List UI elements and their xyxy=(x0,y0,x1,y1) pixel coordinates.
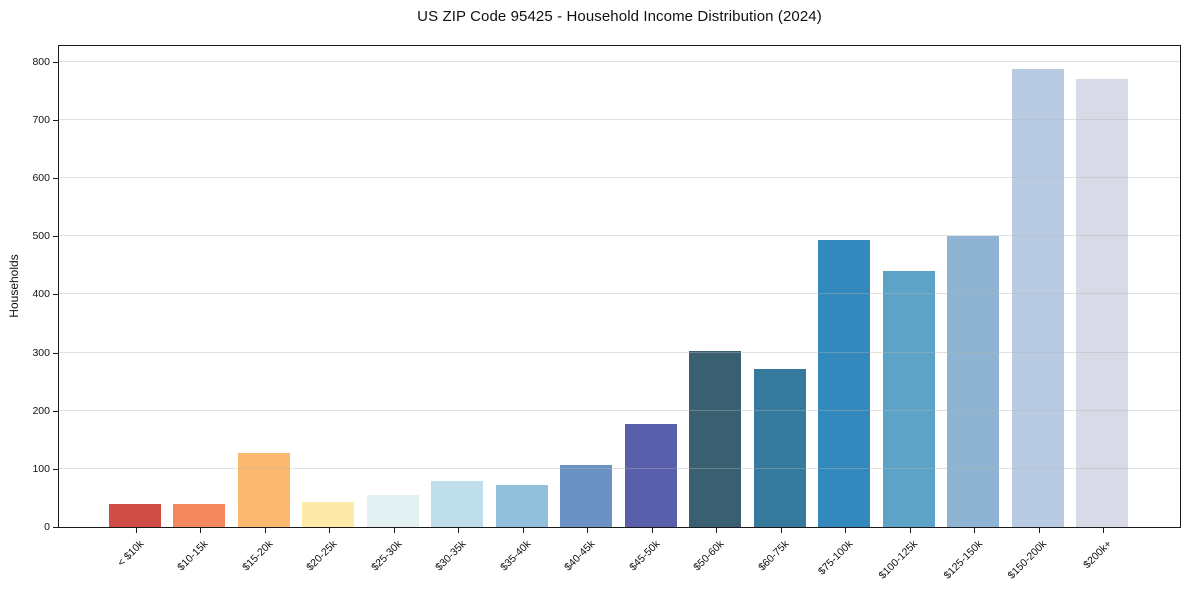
gridline-y-800 xyxy=(59,60,1180,62)
bar-$30-35k xyxy=(431,481,484,527)
y-tick-mark xyxy=(53,527,58,528)
x-tick-label-< $10k: < $10k xyxy=(115,538,147,569)
x-tick-label-$25-30k: $25-30k xyxy=(368,538,405,574)
gridline-y-600 xyxy=(59,177,1180,179)
bar-$15-20k xyxy=(237,452,290,527)
x-tick-mark xyxy=(329,528,331,533)
x-tick-label-$75-100k: $75-100k xyxy=(816,538,856,578)
x-tick-label-$60-75k: $60-75k xyxy=(755,538,792,574)
gridline-y-700 xyxy=(59,118,1180,120)
bar-$25-30k xyxy=(366,495,419,527)
x-tick-label-$35-40k: $35-40k xyxy=(497,538,534,574)
x-tick-label-$30-35k: $30-35k xyxy=(433,538,469,574)
bar-$100-125k xyxy=(882,270,935,527)
x-tick-label-$150-200k: $150-200k xyxy=(1005,538,1050,582)
bar-$35-40k xyxy=(495,485,548,527)
gridline-y-300 xyxy=(59,351,1180,353)
x-tick-mark xyxy=(1103,528,1105,533)
y-tick-label-100: 100 xyxy=(32,462,50,475)
y-tick-mark xyxy=(53,178,58,180)
x-tick-mark xyxy=(587,528,589,533)
x-tick-label-$200k+: $200k+ xyxy=(1080,538,1114,572)
y-tick-mark xyxy=(53,352,58,354)
gridline-y-400 xyxy=(59,293,1180,295)
x-tick-mark xyxy=(522,528,524,533)
bar-< $10k xyxy=(108,503,161,527)
x-tick-mark xyxy=(909,528,911,533)
y-tick-mark xyxy=(53,236,58,238)
x-tick-mark xyxy=(1038,528,1040,533)
gridline-y-200 xyxy=(59,409,1180,411)
x-tick-label-$50-60k: $50-60k xyxy=(691,538,727,574)
bar-$10-15k xyxy=(173,503,226,527)
x-tick-mark xyxy=(780,528,782,533)
x-tick-mark xyxy=(135,528,137,533)
y-tick-mark xyxy=(53,410,58,412)
y-tick-label-500: 500 xyxy=(32,230,50,243)
x-tick-mark xyxy=(845,528,847,533)
y-tick-label-200: 200 xyxy=(32,404,50,417)
x-tick-mark xyxy=(974,528,976,533)
y-axis-label: Households xyxy=(7,254,21,318)
y-tick-label-600: 600 xyxy=(32,172,50,185)
y-tick-label-0: 0 xyxy=(44,521,50,533)
y-tick-label-400: 400 xyxy=(32,288,50,301)
x-tick-label-$125-150k: $125-150k xyxy=(941,538,985,582)
x-tick-mark xyxy=(651,528,653,533)
x-tick-label-$20-25k: $20-25k xyxy=(304,538,340,574)
bar-$60-75k xyxy=(753,369,806,527)
y-tick-label-700: 700 xyxy=(32,113,50,126)
x-tick-mark xyxy=(716,528,718,533)
bar-$40-45k xyxy=(560,464,613,527)
bar-$150-200k xyxy=(1011,68,1064,527)
y-tick-mark xyxy=(53,468,58,470)
x-tick-mark xyxy=(264,528,266,533)
bar-$45-50k xyxy=(624,424,677,527)
y-tick-mark xyxy=(53,294,58,296)
plot-area xyxy=(58,45,1181,528)
x-tick-label-$10-15k: $10-15k xyxy=(175,538,211,574)
y-tick-mark xyxy=(53,119,58,121)
x-tick-label-$40-45k: $40-45k xyxy=(562,538,598,574)
chart-title: US ZIP Code 95425 - Household Income Dis… xyxy=(417,8,822,25)
x-tick-label-$15-20k: $15-20k xyxy=(239,538,276,574)
bar-$75-100k xyxy=(818,240,871,527)
x-tick-mark xyxy=(458,528,460,533)
x-tick-mark xyxy=(200,528,202,533)
bar-$125-150k xyxy=(947,236,1000,527)
gridline-y-100 xyxy=(59,467,1180,469)
x-tick-label-$45-50k: $45-50k xyxy=(626,538,663,574)
y-tick-label-800: 800 xyxy=(32,55,50,68)
y-tick-mark xyxy=(53,61,58,63)
bar-$50-60k xyxy=(689,351,742,527)
x-tick-label-$100-125k: $100-125k xyxy=(876,538,921,582)
x-tick-mark xyxy=(393,528,395,533)
gridline-y-500 xyxy=(59,235,1180,237)
bar-$20-25k xyxy=(302,502,355,527)
bar-$200k+ xyxy=(1076,79,1129,527)
y-tick-label-300: 300 xyxy=(32,346,50,359)
